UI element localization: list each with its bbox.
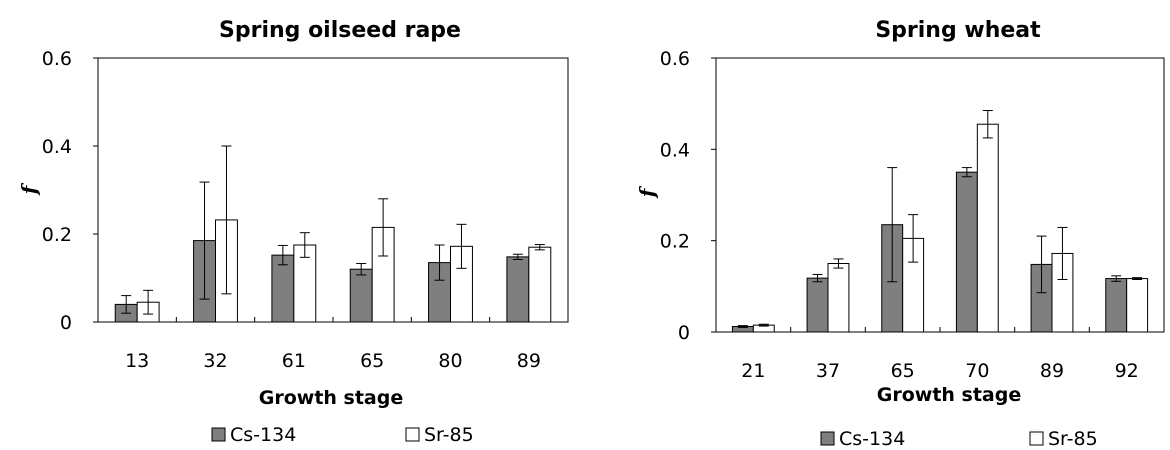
- y-tick-label: 0: [60, 312, 72, 334]
- chart-title: Spring wheat: [875, 18, 1041, 43]
- y-axis-label: f: [17, 182, 41, 196]
- bar-sr-85: [976, 123, 999, 333]
- x-tick-label: 32: [203, 350, 227, 372]
- x-tick-label: 89: [1040, 360, 1064, 382]
- chart-title: Spring oilseed rape: [219, 18, 461, 43]
- legend-swatch-sr-85: [1029, 431, 1044, 446]
- legend-label-sr-85: Sr-85: [1048, 428, 1098, 450]
- x-axis-label: Growth stage: [259, 387, 404, 409]
- x-tick-label: 80: [438, 350, 462, 372]
- x-tick-label: 65: [360, 350, 384, 372]
- x-tick-label: 70: [965, 360, 989, 382]
- legend-swatch-cs-134: [211, 427, 226, 442]
- y-tick-label: 0.2: [42, 224, 72, 246]
- bar-cs-134: [349, 268, 373, 323]
- y-tick-label: 0: [678, 322, 690, 344]
- bar-sr-85: [827, 263, 850, 333]
- chart-spring-oilseed-rape: Spring oilseed rape f Growth stage Cs-13…: [17, 18, 569, 446]
- bar-cs-134: [1105, 278, 1128, 333]
- legend-swatch-sr-85: [405, 427, 420, 442]
- plot-area: [97, 57, 569, 323]
- bar-cs-134: [806, 277, 829, 333]
- bar-sr-85: [528, 246, 552, 323]
- chart-spring-wheat: Spring wheat f Growth stage Cs-134 Sr-85…: [635, 18, 1165, 450]
- legend-label-cs-134: Cs-134: [839, 428, 905, 450]
- x-tick-label: 21: [741, 360, 765, 382]
- x-tick-label: 61: [282, 350, 306, 372]
- y-tick-label: 0.4: [660, 139, 690, 161]
- x-tick-label: 37: [816, 360, 840, 382]
- legend-swatch-cs-134: [820, 431, 835, 446]
- legend: Cs-134 Sr-85: [211, 424, 474, 446]
- y-axis-label: f: [635, 185, 659, 199]
- bar-cs-134: [506, 256, 530, 323]
- x-tick-label: 13: [125, 350, 149, 372]
- legend: Cs-134 Sr-85: [820, 428, 1098, 450]
- y-tick-label: 0.6: [660, 48, 690, 70]
- legend-label-cs-134: Cs-134: [230, 424, 296, 446]
- plot-area: [715, 57, 1165, 333]
- bar-sr-85: [1126, 278, 1149, 333]
- y-tick-label: 0.6: [42, 48, 72, 70]
- x-tick-label: 65: [891, 360, 915, 382]
- bar-cs-134: [955, 171, 978, 333]
- y-tick-label: 0.2: [660, 231, 690, 253]
- x-tick-label: 92: [1115, 360, 1139, 382]
- x-axis-label: Growth stage: [877, 384, 1022, 406]
- legend-label-sr-85: Sr-85: [424, 424, 474, 446]
- y-tick-label: 0.4: [42, 136, 72, 158]
- x-tick-label: 89: [517, 350, 541, 372]
